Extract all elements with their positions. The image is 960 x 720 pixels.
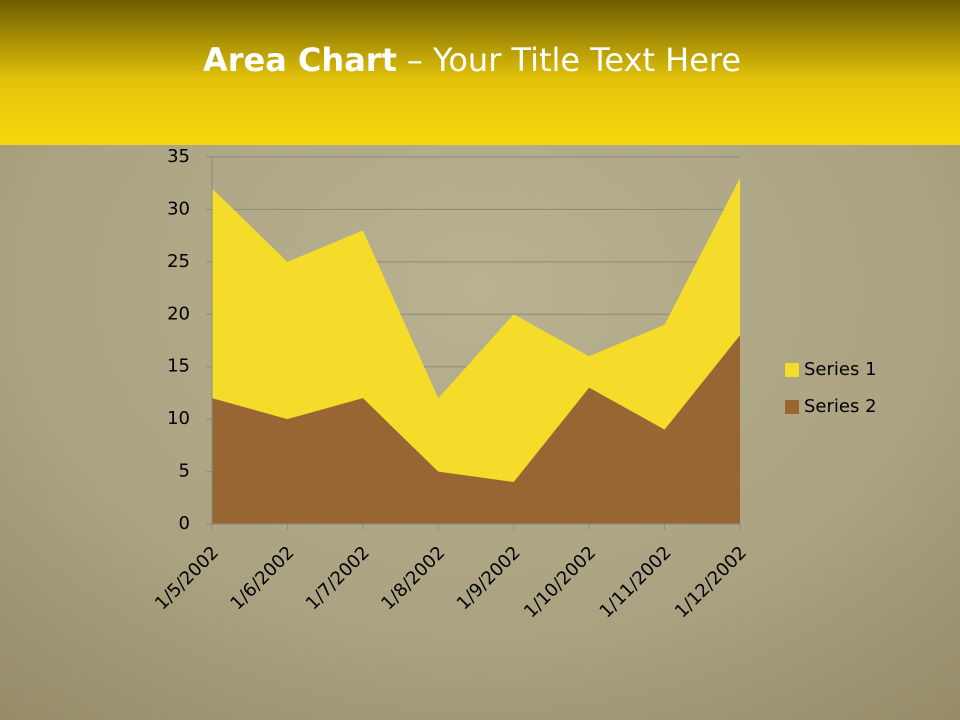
title-bold: Area Chart xyxy=(203,41,397,79)
legend-swatch xyxy=(785,400,799,414)
legend-swatch xyxy=(785,363,799,377)
y-tick-label: 5 xyxy=(179,461,190,482)
y-tick-label: 25 xyxy=(167,251,190,272)
y-tick-label: 30 xyxy=(167,198,190,219)
legend-label: Series 1 xyxy=(804,359,877,380)
y-tick-label: 10 xyxy=(167,408,190,429)
y-tick-label: 35 xyxy=(167,146,190,167)
y-tick-label: 0 xyxy=(179,513,190,534)
slide-title: Area Chart – Your Title Text Here xyxy=(203,41,741,79)
y-tick-label: 20 xyxy=(167,303,190,324)
title-rest: – Your Title Text Here xyxy=(407,41,741,79)
area xyxy=(212,335,740,524)
y-tick-label: 15 xyxy=(167,356,190,377)
header-band xyxy=(0,0,960,145)
legend-label: Series 2 xyxy=(804,396,877,417)
